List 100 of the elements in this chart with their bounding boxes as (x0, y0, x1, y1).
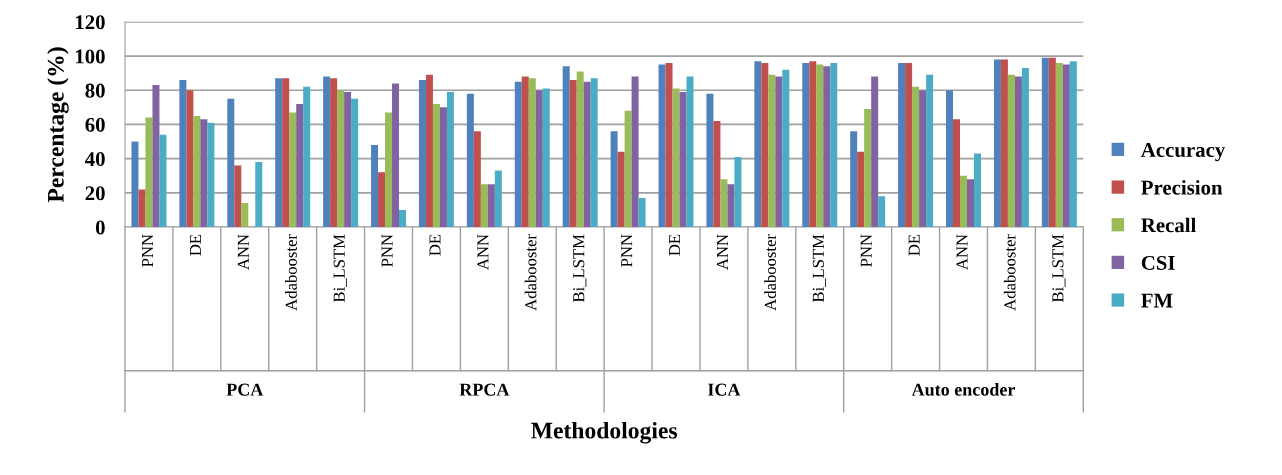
bar (802, 62, 810, 228)
bar (186, 90, 194, 228)
bar (1041, 57, 1049, 228)
y-tick-label: 100 (75, 49, 105, 64)
x-tick-label: Adabooster (1003, 234, 1016, 311)
bar (974, 153, 981, 228)
x-tick-label: DE (908, 234, 920, 256)
bar (1062, 64, 1070, 228)
bar (542, 88, 550, 228)
bar (624, 110, 632, 228)
bar (131, 141, 139, 228)
bar (289, 112, 297, 228)
legend-label: Accuracy (1140, 142, 1226, 162)
bar (1055, 62, 1063, 228)
bar (152, 85, 160, 228)
bar (344, 91, 352, 228)
x-tick-label: PNN (381, 234, 393, 267)
bar (576, 71, 584, 228)
bar (583, 81, 591, 228)
text: RPCA (459, 383, 510, 396)
bar (871, 76, 879, 228)
bar (727, 184, 735, 228)
x-tick-label: Bi_LSTM (573, 234, 587, 303)
bar (425, 74, 433, 228)
x-tick-label: ANN (716, 234, 728, 270)
bar (898, 62, 906, 228)
bar (823, 66, 831, 228)
bar (378, 172, 386, 228)
y-tick-label: 60 (85, 117, 105, 132)
y-tick-label: 80 (85, 83, 105, 98)
bar (1000, 59, 1008, 228)
bar (138, 189, 146, 228)
bar (159, 134, 167, 228)
bar (960, 175, 967, 228)
x-tick-label: Adabooster (524, 234, 537, 311)
bar (761, 62, 769, 228)
bar (864, 109, 872, 228)
bar (1021, 68, 1029, 228)
bar (234, 165, 242, 228)
bar (480, 184, 488, 228)
bar (145, 117, 153, 228)
x-tick-label: ANN (956, 234, 968, 270)
y-tick-label: 0 (95, 220, 105, 235)
legend-label: Recall (1141, 217, 1196, 233)
bar (200, 119, 208, 228)
text: Auto encoder (911, 383, 1016, 396)
bar (351, 98, 359, 228)
bar (446, 91, 454, 228)
bar (610, 131, 618, 228)
x-tick-label: Bi_LSTM (333, 234, 347, 303)
bar (706, 93, 714, 228)
bar (754, 61, 762, 228)
bar (466, 93, 474, 228)
x-tick-label: Bi_LSTM (1052, 234, 1066, 303)
bar (487, 184, 495, 228)
bar (953, 119, 961, 228)
bar (330, 78, 338, 228)
x-tick-label: ANN (237, 234, 249, 270)
x-tick-label: DE (669, 234, 681, 256)
bar (665, 62, 673, 228)
bar (255, 162, 263, 228)
bar (782, 69, 790, 228)
bar (912, 86, 920, 228)
legend-label: CSI (1141, 255, 1175, 270)
x-tick-label: DE (429, 234, 441, 256)
x-tick-label: Bi_LSTM (812, 234, 826, 303)
bar (521, 76, 529, 228)
bar (830, 62, 838, 228)
x-tick-label: DE (189, 234, 201, 256)
bar (303, 86, 311, 228)
bar (617, 151, 625, 228)
bar (679, 91, 687, 228)
bar (193, 115, 201, 228)
bar (631, 76, 639, 228)
bar (569, 79, 577, 228)
bar (1007, 74, 1015, 228)
bar (967, 179, 974, 228)
bar (282, 78, 290, 228)
bar (1069, 61, 1077, 228)
bar (241, 203, 249, 228)
bar (850, 131, 858, 228)
bar (528, 78, 536, 228)
bar (658, 64, 666, 228)
bar (385, 112, 393, 228)
legend-label: Precision (1141, 179, 1223, 195)
bar (734, 156, 742, 228)
bar (720, 179, 728, 228)
bar (993, 59, 1001, 228)
bar (473, 131, 481, 228)
bar (535, 90, 543, 228)
bar (686, 76, 694, 228)
x-tick-label: PNN (621, 234, 633, 267)
bar (919, 90, 927, 228)
bar (432, 103, 440, 228)
bar (337, 90, 345, 228)
bar (371, 144, 379, 228)
bar (514, 81, 522, 228)
x-tick-label: PNN (142, 234, 153, 267)
bar (816, 64, 824, 228)
bar (878, 196, 886, 228)
